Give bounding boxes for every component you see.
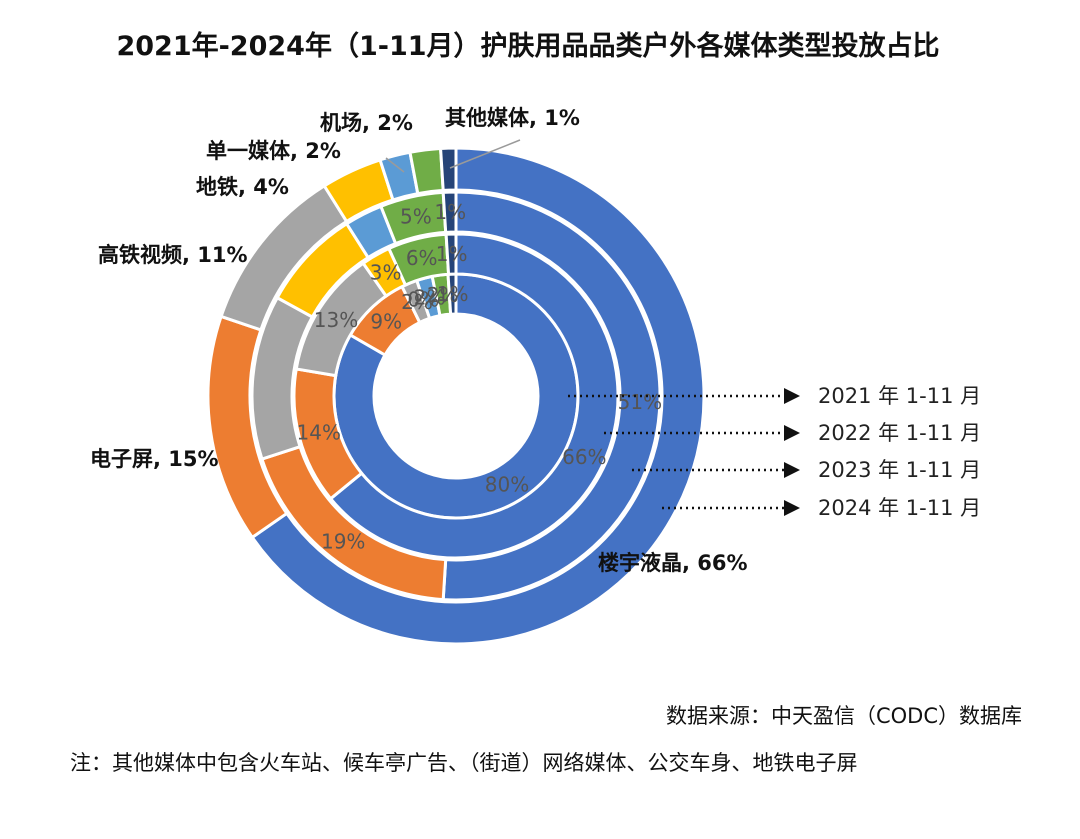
- value-label: 51%: [618, 390, 662, 414]
- value-label: 14%: [297, 420, 341, 444]
- chart-title: 2021年-2024年（1-11月）护肤用品品类户外各媒体类型投放占比: [116, 30, 939, 62]
- category-label: 高铁视频, 11%: [98, 243, 248, 267]
- value-label: 5%: [400, 204, 432, 228]
- value-label: 2%: [427, 283, 459, 307]
- value-label: 19%: [321, 529, 365, 553]
- value-label: 9%: [370, 310, 402, 334]
- year-arrow-head: [784, 388, 800, 404]
- leader-line: [385, 157, 405, 173]
- value-label: 6%: [406, 246, 438, 270]
- category-label: 电子屏, 15%: [90, 447, 219, 471]
- year-label: 2024 年 1-11 月: [818, 496, 981, 520]
- year-label: 2021 年 1-11 月: [818, 384, 981, 408]
- value-label: 0%: [407, 287, 439, 311]
- category-label: 楼宇液晶, 66%: [598, 551, 748, 575]
- ring-slice-2-7: [444, 232, 458, 276]
- ring-slice-4-7: [438, 146, 458, 192]
- year-label: 2023 年 1-11 月: [818, 458, 981, 482]
- category-label: 单一媒体, 2%: [206, 139, 341, 163]
- donut-chart: 2021年-2024年（1-11月）护肤用品品类户外各媒体类型投放占比 80% 9…: [90, 30, 981, 646]
- value-label: 3%: [370, 261, 402, 285]
- category-label: 地铁, 4%: [196, 175, 289, 199]
- slice-value-labels: 80%9%2%0%2%2%1%66%14%13%3%6%1%51%19%5% 1%: [297, 200, 663, 553]
- leader-line: [449, 139, 521, 169]
- leader-lines: [385, 139, 521, 173]
- category-labels: 楼宇液晶, 66% 电子屏, 15% 高铁视频, 11% 地铁, 4% 单一媒体, 2%…: [90, 106, 748, 575]
- value-label: 1%: [437, 282, 469, 306]
- value-label: 1%: [434, 200, 466, 224]
- source-note: 数据来源：中天盈信（CODC）数据库: [665, 704, 1022, 728]
- value-label: 13%: [314, 308, 358, 332]
- category-label: 其他媒体, 1%: [445, 106, 580, 130]
- value-label: 66%: [562, 445, 606, 469]
- year-arrow-head: [784, 462, 800, 478]
- category-label: 机场, 2%: [320, 111, 413, 135]
- ring-slice-3-7: [441, 190, 458, 234]
- footnote: 注：其他媒体中包含火车站、候车亭广告、（街道）网络媒体、公交车身、地铁电子屏: [70, 751, 858, 775]
- ring-slice-2-1: [328, 232, 620, 560]
- donut-rings: [206, 146, 706, 646]
- value-label: 2%: [401, 290, 433, 314]
- value-label: 1%: [436, 242, 468, 266]
- ring-slice-3-1: [441, 190, 662, 602]
- year-label: 2022 年 1-11 月: [818, 421, 981, 445]
- year-arrow-head: [784, 500, 800, 516]
- year-arrow-head: [784, 425, 800, 441]
- value-label: 80%: [485, 472, 529, 496]
- ring-slice-4-1: [250, 146, 706, 646]
- ring-year-legend: 2021 年 1-11 月 2022 年 1-11 月 2023 年 1-11 月 2…: [568, 384, 981, 520]
- value-label: 2%: [414, 285, 446, 309]
